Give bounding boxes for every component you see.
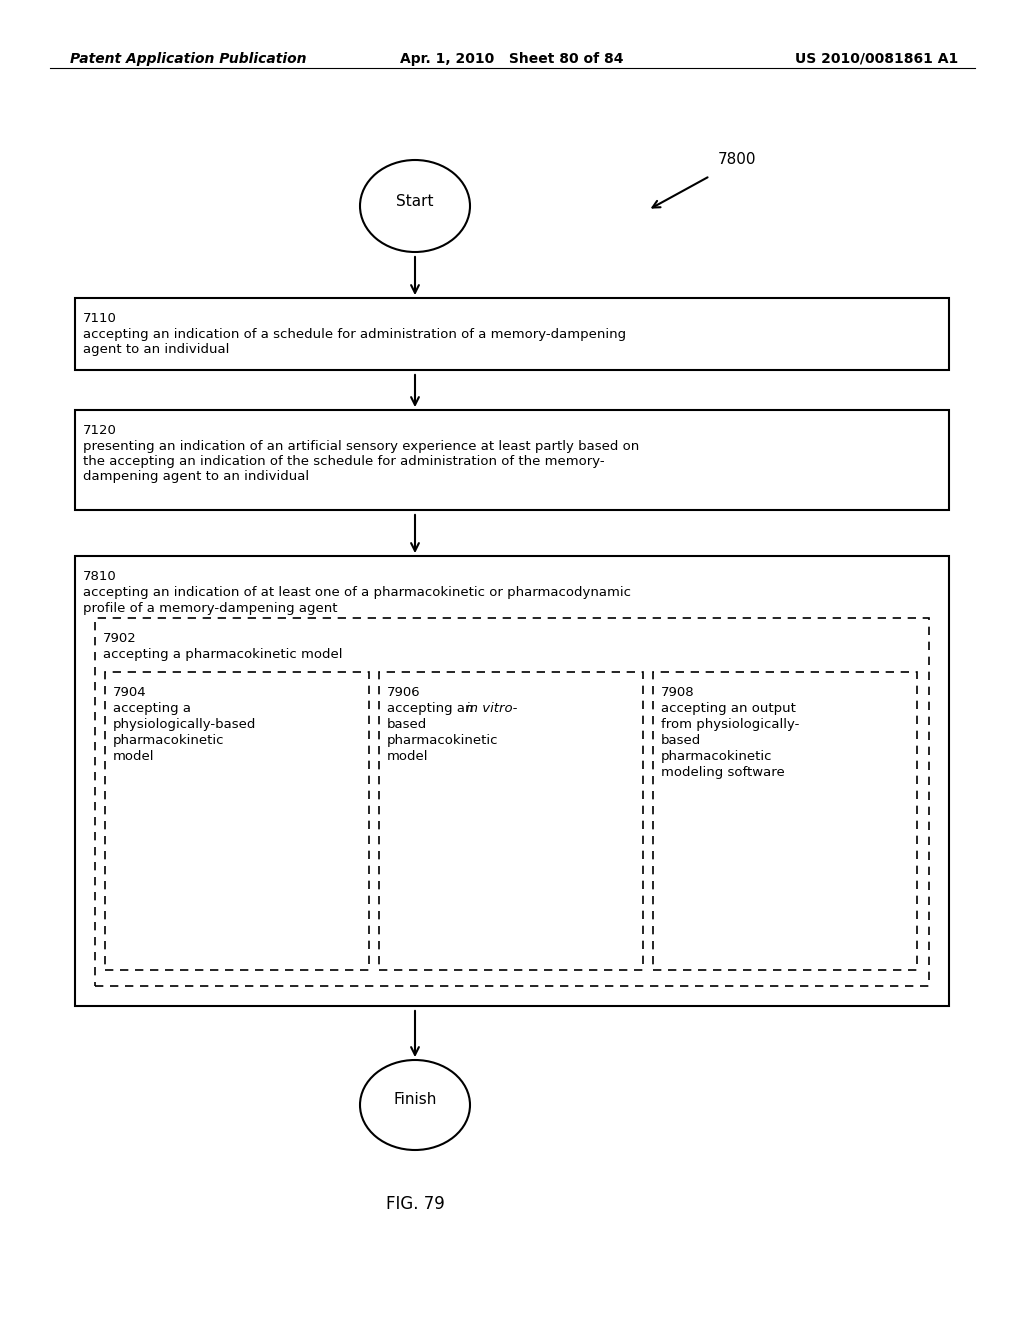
Text: 7906: 7906 bbox=[387, 686, 421, 700]
Text: Finish: Finish bbox=[393, 1093, 436, 1107]
Ellipse shape bbox=[360, 160, 470, 252]
Bar bbox=[75, 556, 949, 1006]
Text: physiologically-based: physiologically-based bbox=[113, 718, 256, 731]
Text: US 2010/0081861 A1: US 2010/0081861 A1 bbox=[795, 51, 958, 66]
Text: modeling software: modeling software bbox=[662, 766, 784, 779]
Text: Patent Application Publication: Patent Application Publication bbox=[70, 51, 306, 66]
Text: accepting an: accepting an bbox=[387, 702, 478, 715]
Text: accepting an indication of at least one of a pharmacokinetic or pharmacodynamic: accepting an indication of at least one … bbox=[83, 586, 631, 599]
Text: model: model bbox=[387, 750, 428, 763]
Bar bbox=[653, 672, 918, 970]
Text: profile of a memory-dampening agent: profile of a memory-dampening agent bbox=[83, 602, 338, 615]
Text: accepting an output: accepting an output bbox=[662, 702, 796, 715]
Bar bbox=[95, 618, 929, 986]
Text: Apr. 1, 2010   Sheet 80 of 84: Apr. 1, 2010 Sheet 80 of 84 bbox=[400, 51, 624, 66]
Text: 7810: 7810 bbox=[83, 570, 117, 583]
Text: accepting a: accepting a bbox=[113, 702, 191, 715]
Text: FIG. 79: FIG. 79 bbox=[386, 1195, 444, 1213]
Text: model: model bbox=[113, 750, 155, 763]
Text: presenting an indication of an artificial sensory experience at least partly bas: presenting an indication of an artificia… bbox=[83, 440, 639, 453]
Text: in vitro-: in vitro- bbox=[466, 702, 518, 715]
Text: Start: Start bbox=[396, 194, 434, 209]
Text: pharmacokinetic: pharmacokinetic bbox=[113, 734, 224, 747]
Text: 7902: 7902 bbox=[103, 632, 137, 645]
Text: 7120: 7120 bbox=[83, 424, 117, 437]
Text: 7800: 7800 bbox=[718, 152, 757, 168]
Text: 7110: 7110 bbox=[83, 312, 117, 325]
Text: agent to an individual: agent to an individual bbox=[83, 343, 229, 356]
Text: from physiologically-: from physiologically- bbox=[662, 718, 800, 731]
Text: dampening agent to an individual: dampening agent to an individual bbox=[83, 470, 309, 483]
Ellipse shape bbox=[360, 1060, 470, 1150]
Text: based: based bbox=[387, 718, 427, 731]
Bar bbox=[75, 298, 949, 370]
Text: the accepting an indication of the schedule for administration of the memory-: the accepting an indication of the sched… bbox=[83, 455, 604, 469]
Text: based: based bbox=[662, 734, 701, 747]
Text: 7904: 7904 bbox=[113, 686, 146, 700]
Text: pharmacokinetic: pharmacokinetic bbox=[387, 734, 499, 747]
Bar bbox=[105, 672, 369, 970]
Text: accepting a pharmacokinetic model: accepting a pharmacokinetic model bbox=[103, 648, 342, 661]
Text: pharmacokinetic: pharmacokinetic bbox=[662, 750, 772, 763]
Bar bbox=[379, 672, 643, 970]
Text: 7908: 7908 bbox=[662, 686, 694, 700]
Text: accepting an indication of a schedule for administration of a memory-dampening: accepting an indication of a schedule fo… bbox=[83, 327, 626, 341]
Bar bbox=[75, 411, 949, 510]
